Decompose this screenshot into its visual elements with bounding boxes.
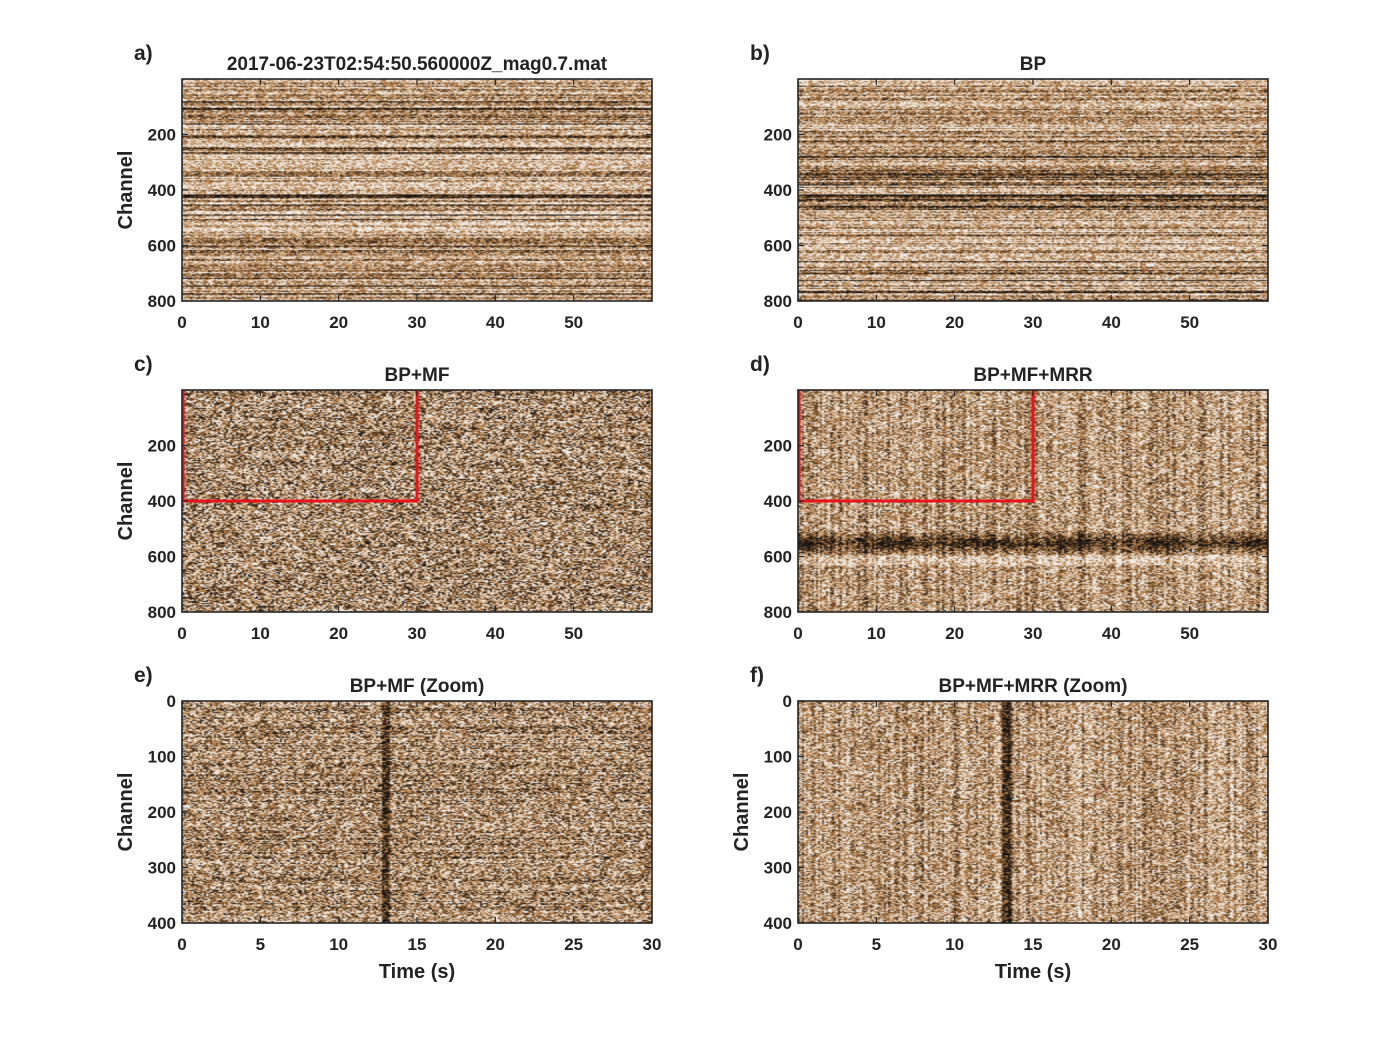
y-tick-label: 400 — [764, 181, 792, 200]
x-tick-label: 30 — [643, 935, 662, 954]
x-tick-label: 10 — [867, 624, 886, 643]
y-tick-label: 800 — [148, 292, 176, 311]
y-tick-label: 0 — [167, 692, 176, 711]
x-tick-label: 25 — [1180, 935, 1199, 954]
y-tick-label: 400 — [764, 492, 792, 511]
y-tick-label: 600 — [764, 548, 792, 567]
panel-title: BP+MF+MRR — [973, 365, 1093, 386]
y-tick-label: 400 — [148, 181, 176, 200]
heatmap-image — [798, 701, 1268, 923]
y-tick-label: 300 — [764, 859, 792, 878]
y-tick-label: 200 — [764, 126, 792, 145]
x-tick-label: 0 — [793, 313, 802, 332]
panel-letter: d) — [750, 353, 770, 376]
x-axis-label: Time (s) — [379, 961, 455, 983]
x-tick-label: 5 — [872, 935, 881, 954]
x-tick-label: 50 — [1180, 624, 1199, 643]
y-tick-label: 400 — [148, 914, 176, 933]
y-tick-label: 200 — [148, 803, 176, 822]
y-tick-label: 800 — [764, 603, 792, 622]
x-tick-label: 10 — [329, 935, 348, 954]
x-tick-label: 0 — [177, 624, 186, 643]
panel-d: 0 10 20 30 40 50 200 400 600 800 BP+MF+MRR d) — [750, 353, 1269, 643]
panel-title: 2017-06-23T02:54:50.560000Z_mag0.7.mat — [227, 54, 608, 75]
x-tick-label: 50 — [564, 624, 583, 643]
y-axis-label: Channel — [115, 462, 137, 541]
heatmap-image — [182, 701, 652, 923]
y-tick-label: 400 — [764, 914, 792, 933]
x-tick-label: 10 — [251, 624, 270, 643]
x-tick-label: 20 — [945, 313, 964, 332]
x-tick-label: 30 — [1259, 935, 1278, 954]
panel-title: BP+MF+MRR (Zoom) — [939, 676, 1128, 697]
y-tick-label: 400 — [148, 492, 176, 511]
y-tick-label: 200 — [148, 126, 176, 145]
x-tick-label: 0 — [793, 624, 802, 643]
x-tick-label: 30 — [408, 624, 427, 643]
x-tick-label: 0 — [793, 935, 802, 954]
y-tick-label: 200 — [764, 437, 792, 456]
x-tick-label: 40 — [486, 624, 505, 643]
y-tick-label: 200 — [764, 803, 792, 822]
x-tick-label: 40 — [1102, 624, 1121, 643]
y-tick-label: 800 — [764, 292, 792, 311]
x-tick-label: 40 — [1102, 313, 1121, 332]
x-tick-label: 10 — [945, 935, 964, 954]
y-tick-label: 100 — [764, 748, 792, 767]
x-axis-label: Time (s) — [995, 961, 1071, 983]
x-tick-label: 5 — [256, 935, 265, 954]
x-tick-label: 50 — [564, 313, 583, 332]
heatmap-image — [182, 79, 652, 301]
heatmap-image — [798, 79, 1268, 301]
y-tick-label: 800 — [148, 603, 176, 622]
panel-letter: b) — [750, 42, 770, 65]
panel-letter: f) — [750, 664, 764, 687]
panel-title: BP+MF (Zoom) — [350, 676, 485, 697]
x-tick-label: 20 — [1102, 935, 1121, 954]
x-tick-label: 15 — [1024, 935, 1043, 954]
y-tick-label: 600 — [148, 237, 176, 256]
y-tick-label: 600 — [764, 237, 792, 256]
x-tick-label: 30 — [1024, 624, 1043, 643]
x-tick-label: 10 — [251, 313, 270, 332]
y-axis-label: Channel — [731, 773, 753, 852]
x-tick-label: 15 — [408, 935, 427, 954]
panel-letter: c) — [134, 353, 153, 376]
panel-a: 0 10 20 30 40 50 200 400 600 800 2017-06-23T02:54:… — [115, 42, 653, 332]
y-tick-label: 0 — [783, 692, 792, 711]
y-tick-label: 100 — [148, 748, 176, 767]
panel-title: BP — [1020, 54, 1047, 75]
x-tick-label: 20 — [486, 935, 505, 954]
panel-letter: e) — [134, 664, 153, 687]
panel-c: 0 10 20 30 40 50 200 400 600 800 BP+MF c) Channel — [115, 353, 653, 643]
x-tick-label: 10 — [867, 313, 886, 332]
x-tick-label: 40 — [486, 313, 505, 332]
y-axis-label: Channel — [115, 773, 137, 852]
panel-title: BP+MF — [385, 365, 450, 386]
x-tick-label: 30 — [408, 313, 427, 332]
x-tick-label: 0 — [177, 935, 186, 954]
x-tick-label: 20 — [945, 624, 964, 643]
y-tick-label: 200 — [148, 437, 176, 456]
x-tick-label: 30 — [1024, 313, 1043, 332]
x-tick-label: 20 — [329, 624, 348, 643]
x-tick-label: 20 — [329, 313, 348, 332]
y-tick-label: 300 — [148, 859, 176, 878]
x-tick-label: 50 — [1180, 313, 1199, 332]
x-tick-label: 0 — [177, 313, 186, 332]
panel-letter: a) — [134, 42, 153, 65]
panel-b: 0 10 20 30 40 50 200 400 600 800 BP b) — [750, 42, 1269, 332]
y-tick-label: 600 — [148, 548, 176, 567]
y-axis-label: Channel — [115, 151, 137, 230]
x-tick-label: 25 — [564, 935, 583, 954]
